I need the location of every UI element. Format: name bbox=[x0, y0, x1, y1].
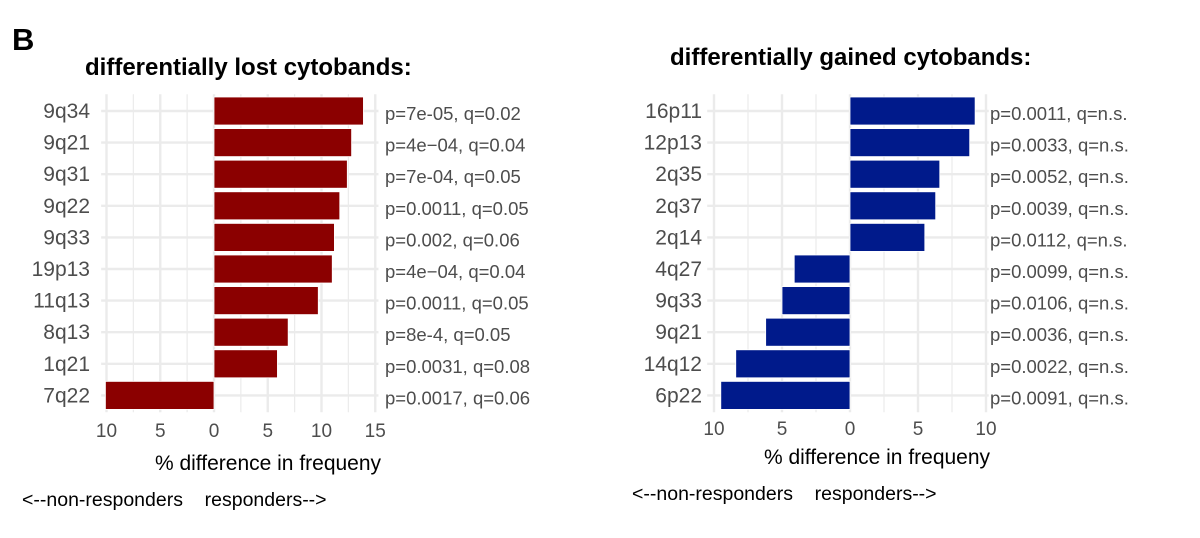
x-tick-label: 5 bbox=[262, 421, 273, 442]
direction-label: <--non-responders responders--> bbox=[22, 489, 327, 511]
bar-9q31 bbox=[213, 159, 348, 189]
x-tick-label: 5 bbox=[155, 421, 166, 442]
x-tick-label: 10 bbox=[311, 421, 332, 442]
x-tick-label: 5 bbox=[777, 419, 788, 440]
x-tick-label: 0 bbox=[209, 421, 220, 442]
category-label: 9q33 bbox=[43, 226, 90, 249]
bar-annotation: p=4e−04, q=0.04 bbox=[385, 261, 525, 282]
bar-9q33 bbox=[213, 222, 335, 252]
bar-4q27 bbox=[793, 254, 851, 284]
bar-9q34 bbox=[213, 96, 364, 126]
bar-14q12 bbox=[735, 349, 851, 379]
chart-title: differentially gained cytobands: bbox=[670, 44, 1031, 71]
bar-annotation: p=0.0031, q=0.08 bbox=[385, 356, 530, 377]
bar-annotation: p=4e−04, q=0.04 bbox=[385, 135, 525, 156]
x-tick-label: 10 bbox=[703, 419, 724, 440]
panel-label: B bbox=[12, 22, 34, 57]
bar-annotation: p=7e-05, q=0.02 bbox=[385, 103, 521, 124]
x-axis-label: % difference in frequeny bbox=[764, 446, 991, 469]
category-label: 9q31 bbox=[43, 163, 90, 186]
category-label: 2q14 bbox=[655, 226, 702, 249]
bar-9q22 bbox=[213, 191, 341, 221]
category-label: 6p22 bbox=[655, 384, 702, 407]
bar-16p11 bbox=[849, 96, 976, 126]
category-label: 9q34 bbox=[43, 100, 90, 123]
x-tick-label: 10 bbox=[975, 419, 996, 440]
bar-annotation: p=0.0099, q=n.s. bbox=[990, 261, 1129, 282]
chart-title: differentially lost cytobands: bbox=[85, 54, 412, 81]
category-label: 19p13 bbox=[32, 258, 90, 281]
bar-9q21 bbox=[765, 317, 851, 347]
bar-annotation: p=0.0011, q=n.s. bbox=[990, 103, 1128, 124]
gained-cytobands-chart: differentially gained cytobands: % diffe… bbox=[632, 44, 1129, 505]
category-label: 12p13 bbox=[644, 132, 702, 155]
bar-annotation: p=0.0112, q=n.s. bbox=[990, 229, 1128, 250]
category-label: 2q37 bbox=[655, 195, 702, 218]
bar-6p22 bbox=[720, 380, 851, 410]
bar-7q22 bbox=[105, 380, 215, 410]
category-label: 9q21 bbox=[43, 132, 90, 155]
category-label: 2q35 bbox=[655, 163, 702, 186]
category-label: 9q33 bbox=[655, 290, 702, 313]
category-label: 8q13 bbox=[43, 321, 90, 344]
bar-annotation: p=0.0011, q=0.05 bbox=[385, 293, 529, 314]
bar-annotation: p=0.0033, q=n.s. bbox=[990, 135, 1129, 156]
bar-annotation: p=8e-4, q=0.05 bbox=[385, 324, 511, 345]
bar-12p13 bbox=[849, 128, 971, 158]
x-tick-label: 10 bbox=[96, 421, 117, 442]
category-label: 9q21 bbox=[655, 321, 702, 344]
bar-19p13 bbox=[213, 254, 333, 284]
x-tick-label: 15 bbox=[365, 421, 386, 442]
category-label: 7q22 bbox=[43, 384, 90, 407]
bar-2q37 bbox=[849, 191, 937, 221]
bar-9q21 bbox=[213, 128, 353, 158]
direction-label: <--non-responders responders--> bbox=[632, 483, 937, 505]
bar-11q13 bbox=[213, 286, 319, 316]
category-label: 11q13 bbox=[33, 290, 90, 313]
category-label: 16p11 bbox=[645, 100, 702, 123]
bar-annotation: p=0.0036, q=n.s. bbox=[990, 324, 1129, 345]
lost-cytobands-chart: differentially lost cytobands: % differe… bbox=[22, 54, 530, 511]
bar-annotation: p=0.0022, q=n.s. bbox=[990, 356, 1129, 377]
bar-annotation: p=0.0106, q=n.s. bbox=[990, 293, 1129, 314]
bar-8q13 bbox=[213, 317, 289, 347]
bar-annotation: p=0.0052, q=n.s. bbox=[990, 166, 1129, 187]
bar-annotation: p=0.0017, q=0.06 bbox=[385, 387, 530, 408]
bar-1q21 bbox=[213, 349, 278, 379]
bar-annotation: p=0.0091, q=n.s. bbox=[990, 387, 1129, 408]
bar-annotation: p=0.0039, q=n.s. bbox=[990, 198, 1129, 219]
bar-2q14 bbox=[849, 222, 926, 252]
bar-annotation: p=7e-04, q=0.05 bbox=[385, 166, 521, 187]
bar-2q35 bbox=[849, 159, 941, 189]
bar-annotation: p=0.002, q=0.06 bbox=[385, 229, 520, 250]
category-label: 1q21 bbox=[43, 353, 90, 376]
bar-9q33 bbox=[781, 286, 851, 316]
bar-annotation: p=0.0011, q=0.05 bbox=[385, 198, 529, 219]
x-tick-label: 0 bbox=[845, 419, 856, 440]
category-label: 9q22 bbox=[43, 195, 90, 218]
x-tick-label: 5 bbox=[913, 419, 924, 440]
category-label: 4q27 bbox=[655, 258, 702, 281]
category-label: 14q12 bbox=[644, 353, 702, 376]
x-axis-label: % difference in frequeny bbox=[155, 452, 382, 475]
